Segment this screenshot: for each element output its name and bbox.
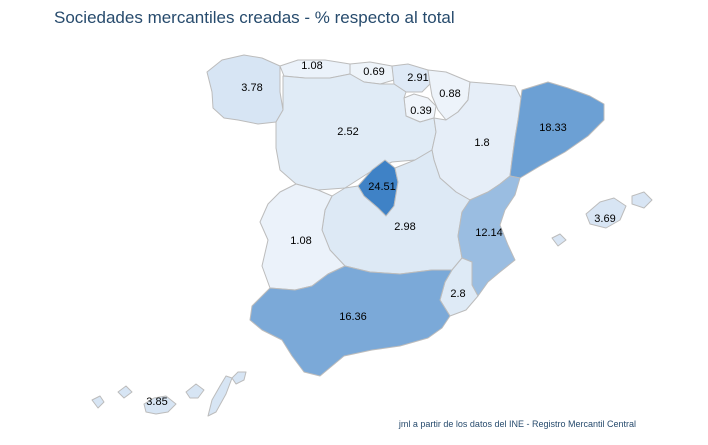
label-aragon: 1.8 — [474, 137, 489, 149]
region-baleares[interactable] — [551, 191, 653, 247]
label-cantabria: 0.69 — [363, 66, 384, 78]
source-credit: jml a partir de los datos del INE - Regi… — [398, 419, 636, 429]
label-cataluna: 18.33 — [539, 122, 567, 134]
label-navarra: 0.88 — [439, 88, 460, 100]
label-castilla-y-leon: 2.52 — [337, 126, 358, 138]
label-comunidad-valenciana: 12.14 — [475, 227, 503, 239]
label-baleares: 3.69 — [594, 213, 615, 225]
label-extremadura: 1.08 — [290, 235, 311, 247]
label-andalucia: 16.36 — [339, 311, 367, 323]
region-canarias[interactable] — [91, 371, 247, 417]
label-madrid: 24.51 — [368, 181, 396, 193]
label-asturias: 1.08 — [301, 60, 322, 72]
region-andalucia[interactable] — [249, 265, 453, 377]
label-galicia: 3.78 — [241, 82, 262, 94]
label-pais-vasco: 2.91 — [407, 72, 428, 84]
map-title: Sociedades mercantiles creadas - % respe… — [54, 8, 455, 27]
label-castilla-la-mancha: 2.98 — [394, 221, 415, 233]
label-murcia: 2.8 — [450, 288, 465, 300]
label-canarias: 3.85 — [146, 396, 167, 408]
label-la-rioja: 0.39 — [410, 105, 431, 117]
region-cataluna[interactable] — [509, 81, 605, 179]
